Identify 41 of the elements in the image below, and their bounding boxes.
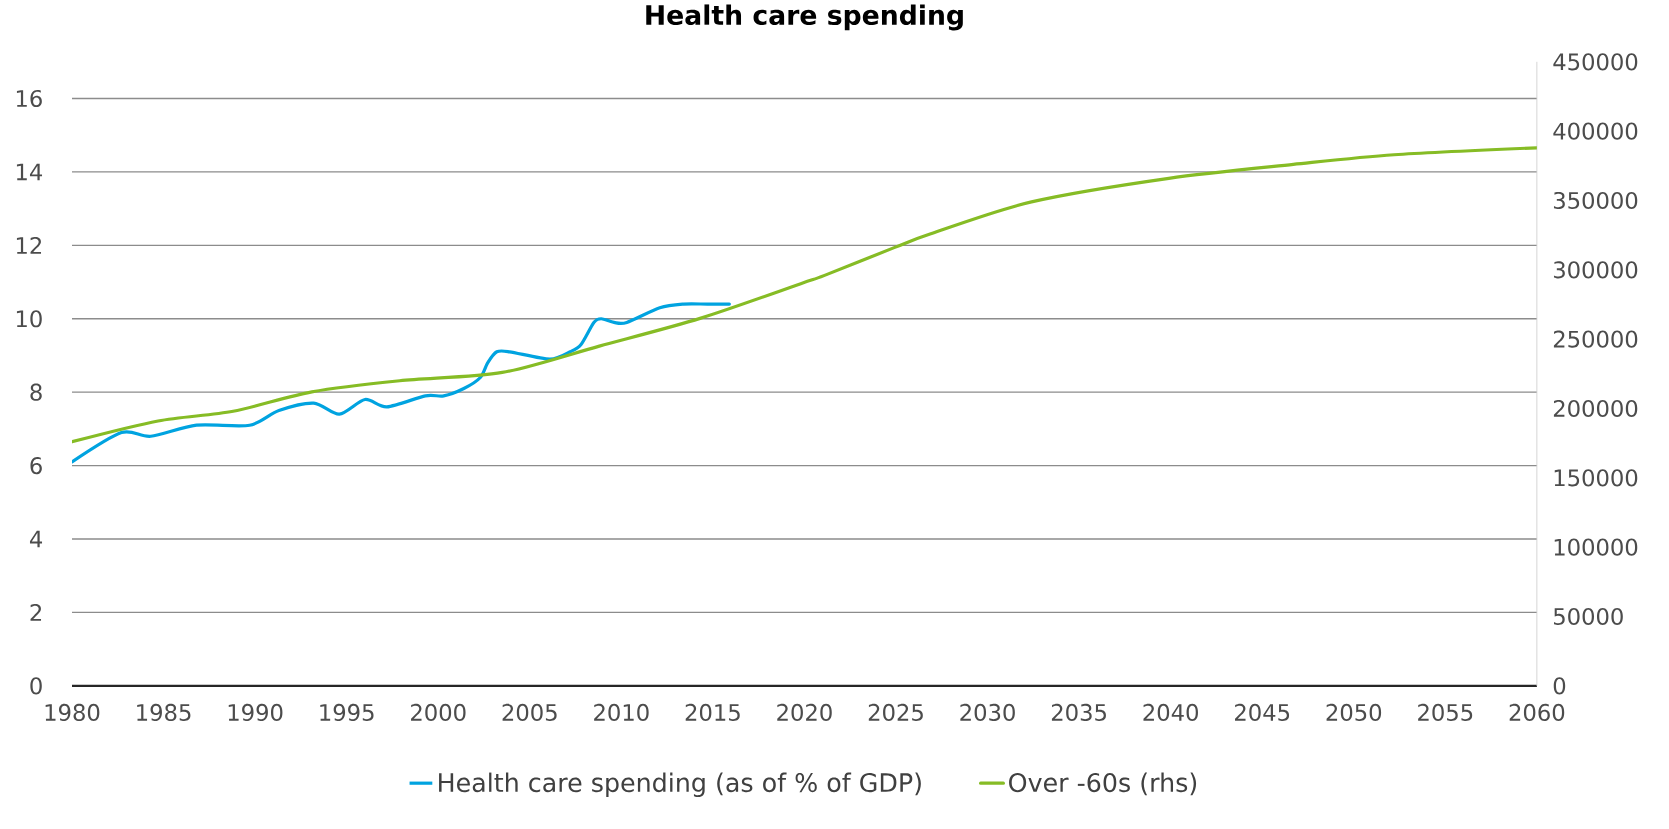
- x-tick-label: 2055: [1418, 703, 1473, 722]
- line-series: [72, 146, 1537, 444]
- x-tick-label: 1995: [320, 703, 374, 722]
- x-tick-label: 2045: [1235, 703, 1290, 722]
- x-tick-label: 2020: [777, 703, 832, 722]
- y2-tick-label: 250000: [1553, 330, 1638, 348]
- y2-tick-label: 200000: [1553, 399, 1638, 418]
- y-tick-label: 6: [30, 457, 42, 475]
- y-tick-label: 4: [29, 530, 43, 548]
- x-tick-label: 2015: [685, 703, 740, 722]
- x-tick-label: 2025: [868, 703, 923, 722]
- y-tick-label: 10: [16, 310, 42, 328]
- y-tick-label: 8: [30, 383, 42, 401]
- y2-tick-label: 400000: [1553, 122, 1638, 140]
- y-tick-label: 16: [16, 90, 42, 108]
- x-tick-label: 2060: [1509, 703, 1565, 722]
- x-tick-label: 2040: [1143, 703, 1198, 722]
- y2-tick-label: 0: [1553, 677, 1566, 695]
- x-tick-label: 2030: [960, 703, 1015, 722]
- y2-tick-label: 350000: [1553, 191, 1638, 210]
- y-tick-label: 12: [16, 237, 42, 254]
- chart-title: Health care spending: [646, 4, 963, 31]
- y2-tick-label: 150000: [1554, 469, 1638, 487]
- x-tick-label: 1985: [137, 703, 191, 722]
- y2-tick-label: 300000: [1553, 261, 1638, 279]
- y2-tick-label: 450000: [1553, 53, 1638, 71]
- y2-tick-label: 100000: [1554, 538, 1638, 556]
- y-tick-label: 0: [30, 677, 42, 695]
- y2-tick-label: 50000: [1554, 607, 1623, 626]
- x-tick-label: 2035: [1051, 703, 1106, 722]
- line-series: [72, 302, 731, 464]
- x-tick-label: 2005: [502, 703, 557, 722]
- legend-label: Health care spending (as of % of GDP): [439, 772, 921, 798]
- x-tick-label: 2050: [1326, 703, 1382, 722]
- x-tick-label: 2000: [411, 703, 466, 722]
- y-tick-label: 14: [16, 163, 43, 181]
- y-tick-label: 2: [30, 604, 42, 621]
- x-tick-label: 2010: [594, 703, 649, 722]
- x-tick-label: 1990: [228, 703, 283, 722]
- legend-label: Over -60s (rhs): [1009, 772, 1197, 796]
- x-tick-label: 1980: [45, 703, 100, 722]
